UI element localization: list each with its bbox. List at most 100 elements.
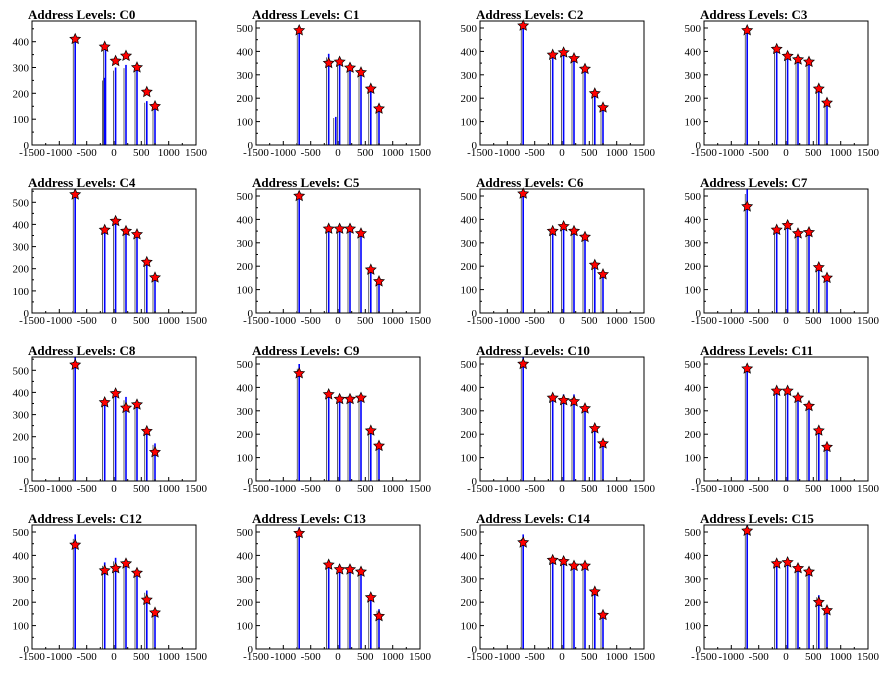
y-tick-label: 400	[13, 550, 30, 562]
peak-marker-star-icon	[557, 46, 570, 58]
x-tick-label: 1000	[382, 651, 405, 663]
plot-frame	[479, 356, 645, 482]
peak-marker-star-icon	[781, 556, 794, 568]
x-tick-label: -500	[301, 315, 322, 327]
peak-marker-star-icon	[820, 604, 834, 616]
peak-marker-star-icon	[140, 85, 153, 98]
x-tick-label: 0	[111, 483, 117, 495]
peak-marker-star-icon	[567, 224, 581, 237]
x-tick-label: 500	[133, 315, 150, 327]
peak-marker-star-icon	[148, 445, 162, 458]
x-tick-label: 1500	[857, 651, 880, 663]
plot-frame	[479, 524, 645, 650]
peak-marker-star-icon	[119, 224, 133, 237]
plot-frame	[703, 20, 869, 146]
peak-marker-star-icon	[517, 357, 530, 370]
peak-marker-star-icon	[354, 391, 368, 404]
plot-frame	[31, 356, 197, 482]
x-tick-label: -1500	[691, 651, 717, 663]
y-tick-label: 100	[13, 114, 30, 126]
peak-marker-star-icon	[770, 384, 783, 397]
y-tick-label: 300	[237, 406, 254, 418]
chart-title: Address Levels: C4	[28, 175, 136, 190]
peak-marker-star-icon	[770, 223, 783, 236]
chart-panel-11: Address Levels: C11 0 100 200 300 400 500 -1500…	[685, 343, 880, 495]
peak-marker-star-icon	[578, 402, 592, 414]
peak-marker-star-icon	[98, 223, 111, 236]
x-tick-label: -1500	[19, 315, 45, 327]
peak-marker-star-icon	[596, 101, 610, 113]
x-tick-label: -1500	[691, 315, 717, 327]
peak-marker-star-icon	[517, 19, 530, 31]
peak-marker-star-icon	[781, 49, 794, 62]
peak-marker-star-icon	[343, 392, 357, 405]
peak-marker-star-icon	[333, 563, 346, 575]
y-tick-label: 400	[685, 46, 702, 58]
y-tick-label: 400	[461, 382, 478, 394]
peak-marker-star-icon	[596, 437, 610, 449]
y-tick-label: 300	[685, 406, 702, 418]
y-tick-label: 500	[685, 23, 702, 35]
x-tick-label: 1000	[606, 147, 629, 159]
peak-marker-star-icon	[781, 384, 794, 397]
chart-panel-14: Address Levels: C14 0 100 200 300 400 500 -1500…	[461, 511, 656, 663]
x-tick-label: -500	[77, 483, 98, 495]
peak-marker-star-icon	[557, 220, 570, 232]
peak-marker-star-icon	[791, 53, 805, 65]
y-tick-label: 200	[13, 88, 30, 100]
y-tick-label: 100	[685, 285, 702, 297]
y-tick-label: 500	[685, 527, 702, 539]
chart-panel-2: Address Levels: C20100200300400500-1500-…	[461, 7, 656, 159]
peak-marker-star-icon	[567, 52, 581, 64]
y-tick-label: 500	[237, 527, 254, 539]
peak-marker-star-icon	[109, 561, 122, 574]
y-tick-label: 100	[13, 286, 30, 298]
peak-marker-star-icon	[364, 82, 377, 94]
chart-panel-1: Address Levels: C10100200300400500-1500-…	[237, 7, 432, 159]
y-tick-label: 200	[685, 93, 702, 105]
plot-frame	[31, 20, 197, 146]
plot-frame	[255, 524, 421, 650]
x-tick-label: 1000	[382, 483, 405, 495]
chart-title: Address Levels: C5	[252, 175, 360, 190]
plot-frame	[255, 20, 421, 146]
y-tick-label: 200	[13, 432, 30, 444]
y-tick-label: 100	[685, 621, 702, 633]
x-tick-label: 1000	[158, 315, 181, 327]
y-tick-label: 200	[237, 597, 254, 609]
peak-marker-star-icon	[546, 48, 559, 61]
y-tick-label: 200	[237, 261, 254, 273]
x-tick-label: 1000	[606, 651, 629, 663]
peak-marker-star-icon	[333, 55, 346, 68]
peak-marker-star-icon	[557, 554, 570, 567]
x-tick-label: -1500	[691, 147, 717, 159]
x-tick-label: -1500	[19, 147, 45, 159]
peak-marker-star-icon	[588, 585, 601, 597]
y-tick-label: 300	[461, 406, 478, 418]
peak-marker-star-icon	[69, 358, 82, 370]
x-tick-label: -1500	[691, 483, 717, 495]
y-tick-label: 100	[13, 621, 30, 633]
x-tick-label: 0	[783, 651, 789, 663]
x-tick-label: 1500	[185, 651, 208, 663]
x-tick-label: 1500	[409, 147, 432, 159]
y-tick-label: 100	[13, 454, 30, 466]
x-tick-label: -1500	[243, 147, 269, 159]
y-tick-label: 300	[13, 574, 30, 586]
x-tick-label: -1000	[718, 483, 744, 495]
peak-marker-star-icon	[741, 362, 754, 374]
y-tick-label: 400	[237, 46, 254, 58]
peak-marker-star-icon	[109, 214, 122, 227]
y-tick-label: 0	[472, 476, 478, 488]
chart-title: Address Levels: C7	[700, 175, 808, 190]
y-tick-label: 0	[24, 140, 30, 152]
peak-marker-star-icon	[588, 87, 601, 99]
x-tick-label: 0	[335, 315, 341, 327]
y-tick-label: 500	[461, 527, 478, 539]
x-tick-label: 500	[133, 651, 150, 663]
y-tick-label: 0	[248, 644, 254, 656]
peak-marker-star-icon	[820, 96, 834, 108]
x-tick-label: 1500	[409, 315, 432, 327]
x-tick-label: 0	[783, 483, 789, 495]
